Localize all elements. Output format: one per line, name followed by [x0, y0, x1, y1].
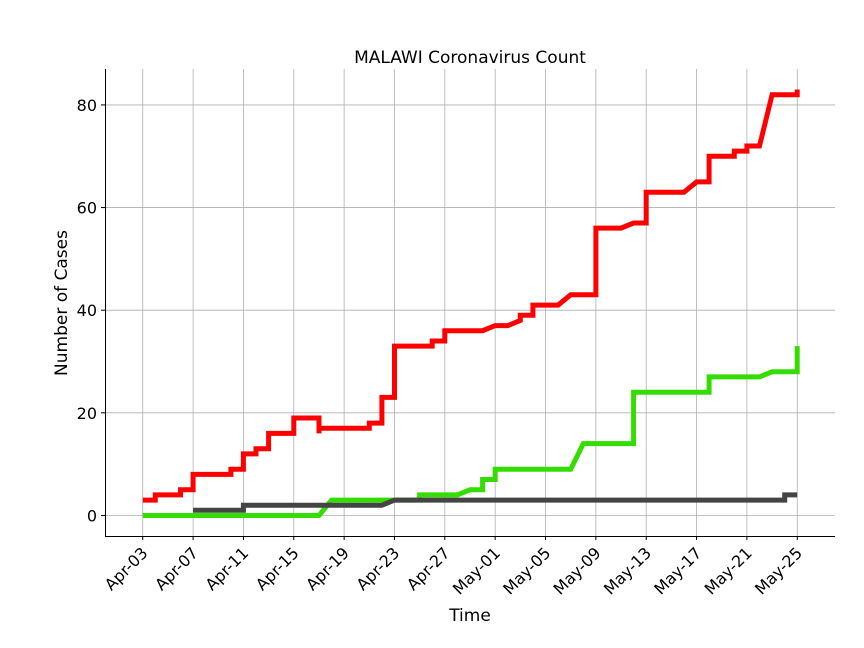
x-tick-label: Apr-23 [353, 543, 404, 594]
x-tick-label: Apr-07 [151, 543, 202, 594]
series-line-1 [142, 346, 800, 518]
y-ticks: 0 20 40 60 80 [77, 96, 105, 525]
x-tick-label: May-09 [550, 543, 605, 598]
x-tick-label: May-25 [751, 543, 806, 598]
y-tick-label: 40 [77, 301, 97, 320]
y-tick-label: 0 [87, 506, 97, 525]
chart-title: MALAWI Coronavirus Count [354, 48, 586, 68]
x-tick-label: May-01 [449, 543, 504, 598]
x-tick-label: Apr-15 [252, 543, 303, 594]
x-axis-title: Time [448, 606, 491, 626]
series-line-0 [142, 89, 800, 503]
series-line-2 [193, 492, 798, 513]
y-axis-title: Number of Cases [52, 230, 72, 376]
y-tick-label: 80 [77, 96, 97, 115]
y-tick-label: 60 [77, 199, 97, 218]
y-tick-label: 20 [77, 404, 97, 423]
x-tick-label: May-13 [600, 543, 655, 598]
x-tick-label: May-05 [499, 543, 554, 598]
grid [105, 69, 835, 536]
x-ticks: Apr-03 Apr-07 Apr-11 Apr-15 Apr-19 Apr-23 Apr-… [101, 536, 806, 599]
x-tick-label: Apr-03 [101, 543, 152, 594]
x-tick-label: Apr-11 [202, 543, 253, 594]
x-tick-label: May-21 [701, 543, 756, 598]
x-tick-label: Apr-19 [302, 543, 353, 594]
series-lines [142, 89, 800, 518]
x-tick-label: Apr-27 [403, 543, 454, 594]
x-tick-label: May-17 [650, 543, 705, 598]
